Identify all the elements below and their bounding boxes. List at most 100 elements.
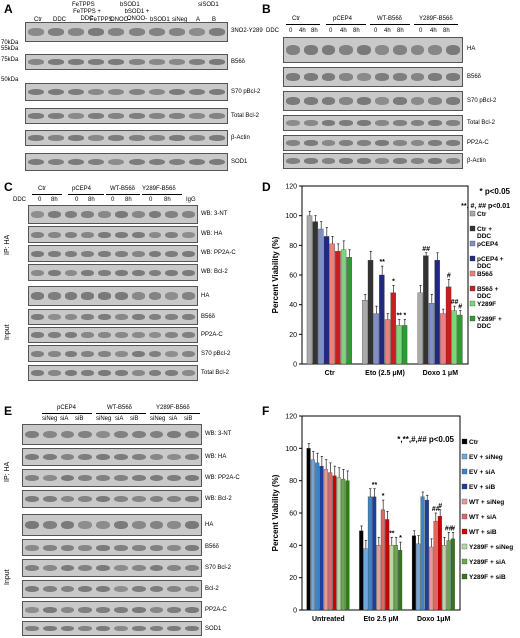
header-fetpps: FeTPPS [72, 2, 95, 8]
blot-band [428, 158, 443, 164]
annotation: * [382, 493, 385, 500]
blot-band [185, 521, 199, 529]
c-igg: IgG [186, 197, 196, 203]
bar [323, 469, 328, 611]
legend-label: WT + siNeg [469, 499, 504, 506]
e-blot-ha [22, 448, 202, 466]
b-ddc-label: DDC [266, 28, 279, 34]
bar [434, 260, 440, 365]
lane-bsod1-onoo: bSOD1 + ONOO- [124, 9, 150, 22]
bar [373, 313, 379, 365]
e-blot-bcl2 [22, 490, 202, 508]
blot-band [303, 140, 318, 146]
blot-band [115, 350, 128, 357]
bar [335, 251, 341, 365]
bar [401, 325, 408, 365]
blot-band [81, 250, 95, 257]
blot-band [68, 158, 85, 166]
blot-band [375, 73, 389, 81]
blot-band [68, 88, 85, 96]
annotation: ## [445, 525, 453, 532]
blot-band [131, 453, 146, 461]
blot-band [168, 59, 185, 65]
blot-band [148, 211, 162, 218]
blot-band [185, 474, 199, 482]
legend-label: EV + siB [469, 484, 495, 491]
blot-band [25, 585, 39, 593]
annotation: ** [389, 530, 395, 537]
chart-f: 0 20 40 60 80 100 120 Percent Viability (%) Untr… [271, 414, 513, 624]
blot-band [115, 269, 128, 276]
blot-band [185, 495, 199, 503]
blot-band [115, 314, 128, 320]
e-group-pcep4: pCEP4 [57, 405, 77, 411]
blot-band [148, 370, 162, 376]
blot-band [149, 521, 164, 529]
blot-band [48, 28, 65, 36]
bar [429, 546, 434, 611]
blot-band [428, 45, 443, 55]
blot-band [115, 332, 128, 338]
blot-band [182, 269, 195, 276]
blot-band [208, 59, 225, 65]
legend-swatch [469, 270, 476, 277]
blot-band [131, 430, 146, 439]
blot-band [64, 370, 78, 376]
legend-label: pCEP4 + DDC [477, 256, 504, 270]
blot-band [410, 158, 425, 164]
blot-band [114, 495, 128, 503]
blot-band [131, 332, 145, 338]
legend-swatch [469, 285, 476, 292]
annotation: # [447, 272, 451, 279]
blot-band [185, 585, 199, 593]
e-row-pp2a: WB: PP2A-C [205, 475, 240, 481]
blot-band [98, 250, 111, 257]
blot-band [303, 158, 318, 164]
bar [416, 543, 421, 611]
legend-swatch [461, 453, 468, 460]
blot-band [165, 350, 179, 357]
bar [310, 459, 315, 611]
blot-band [47, 292, 61, 300]
e-row-in-b56d: B56δ [205, 544, 220, 550]
blot-band [31, 231, 44, 238]
e-row-3nt: WB: 3-NT [205, 431, 232, 437]
lane-bsod1: bSOD1 [150, 17, 170, 23]
bar [315, 462, 320, 611]
blot-band [31, 211, 44, 218]
e-row-ha: WB: HA [205, 454, 227, 460]
blot-band [182, 231, 195, 238]
blot-band [114, 625, 128, 632]
blot-band [96, 585, 110, 593]
annotation: # [438, 503, 442, 510]
blot-band [64, 350, 78, 357]
blot-band [78, 495, 93, 503]
bar [389, 545, 394, 611]
blot-band [208, 113, 225, 119]
legend-label: Y289F + DDC [477, 316, 502, 330]
blot-band [321, 45, 336, 55]
y-tick-label: 60 [289, 511, 297, 518]
blot-band [108, 113, 125, 119]
x-tick-label: Ctr [325, 370, 335, 377]
blot-band [321, 140, 336, 146]
blot-band [114, 453, 128, 461]
blot-band [31, 292, 44, 300]
blot-band [131, 606, 146, 613]
blot-band [28, 135, 45, 141]
annotation: ## [422, 246, 430, 253]
bar [457, 314, 463, 365]
blot-band [410, 97, 425, 105]
blot-band [131, 211, 145, 218]
blot-band [188, 88, 205, 96]
blot-band [168, 135, 185, 141]
bar [312, 221, 318, 365]
blot-band [108, 59, 125, 65]
y-tick-label: 100 [285, 446, 297, 453]
blot-band [42, 453, 57, 461]
blot-band [31, 370, 44, 376]
blot-band [188, 59, 205, 65]
blot-band [128, 88, 145, 96]
blot-band [42, 585, 57, 593]
marker-70kda: 70kDa [1, 40, 19, 46]
